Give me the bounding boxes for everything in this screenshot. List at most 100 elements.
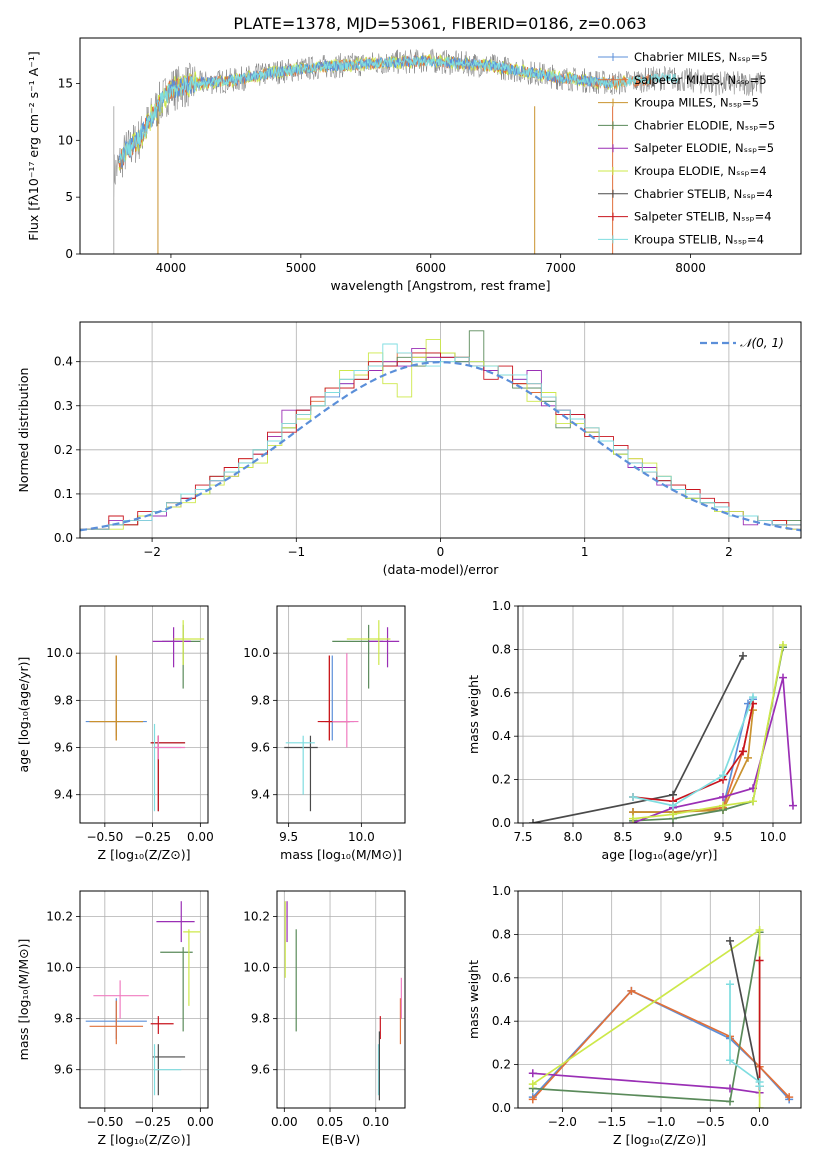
plot-area bbox=[529, 641, 797, 823]
weight-marker bbox=[726, 1084, 735, 1093]
weight-line-chabrier-stelib bbox=[729, 940, 761, 1087]
weight-line-salpeter-elodie bbox=[532, 1072, 760, 1094]
x-tick-label: 0.00 bbox=[187, 1115, 214, 1129]
weight-marker bbox=[739, 651, 747, 660]
weight-marker bbox=[744, 753, 752, 762]
y-tick-label: 0.6 bbox=[492, 686, 511, 700]
weight-line-kroupa-stelib bbox=[729, 984, 761, 1087]
legend-label: Kroupa MILES, Nₛₛₚ=5 bbox=[634, 96, 759, 110]
y-axis-label: mass [log₁₀(M/M⊙)] bbox=[16, 939, 31, 1061]
panel-mass-vs-Z: −0.50 −0.25 0.00 9.6 9.8 10.0 10.2 Z [log₁₀(Z/Z… bbox=[16, 890, 214, 1147]
x-tick-label: 9.0 bbox=[663, 830, 682, 844]
legend-label: Chabrier ELODIE, Nₛₛₚ=5 bbox=[634, 118, 775, 132]
y-axis-label: mass weight bbox=[466, 675, 481, 754]
y-tick-label: 9.8 bbox=[54, 1012, 73, 1026]
weight-marker bbox=[755, 956, 764, 965]
weight-marker bbox=[726, 980, 735, 989]
weight-marker bbox=[528, 1095, 537, 1104]
y-tick-label: 9.6 bbox=[251, 1063, 270, 1077]
y-tick-label: 1.0 bbox=[492, 884, 511, 898]
x-axis-label: E(B-V) bbox=[322, 1132, 361, 1147]
y-tick-label: 9.4 bbox=[54, 788, 73, 802]
panel-mass-weight-vs-Z: −2.0 −1.5 −1.0 −0.5 0.0 0.0 0.2 0.4 0.6 0.8 1.0 Z [… bbox=[466, 884, 802, 1147]
y-tick-label: 0.2 bbox=[492, 1058, 511, 1072]
x-tick-label: 7.5 bbox=[513, 830, 532, 844]
panel-age-vs-mass: 9.5 10.0 9.4 9.6 9.8 10.0 mass [log₁₀(M/M⊙)] bbox=[243, 605, 406, 862]
x-axis-label: Z [log₁₀(Z/Z⊙)] bbox=[613, 1132, 706, 1147]
x-axis-label: mass [log₁₀(M/M⊙)] bbox=[280, 847, 402, 862]
x-tick-label: 0 bbox=[437, 545, 445, 559]
legend: Chabrier MILES, Nₛₛₚ=5 Salpeter MILES, Nₛ… bbox=[598, 50, 775, 246]
legend-label: Chabrier MILES, Nₛₛₚ=5 bbox=[634, 50, 768, 64]
x-tick-label: −1.5 bbox=[597, 1115, 626, 1129]
y-tick-label: 0.4 bbox=[492, 1014, 511, 1028]
plot-area bbox=[284, 901, 402, 1101]
weight-line-salpeter-elodie bbox=[632, 677, 794, 823]
x-tick-label: −2 bbox=[143, 545, 161, 559]
y-axis-label: mass weight bbox=[466, 960, 481, 1039]
legend-label: Salpeter ELODIE, Nₛₛₚ=5 bbox=[634, 141, 774, 155]
y-tick-label: 0.3 bbox=[54, 399, 73, 413]
spectrum-line-salpeter-miles bbox=[118, 54, 652, 169]
panel-residuals: 𝒩(0, 1) −2 −1 0 1 2 0.0 0.1 0.2 0.3 0.4 (data-model… bbox=[16, 321, 802, 577]
y-tick-label: 1.0 bbox=[492, 599, 511, 613]
weight-marker bbox=[789, 801, 797, 810]
spectrum-line-chabrier-miles bbox=[118, 55, 613, 169]
panel-age-vs-Z: −0.50 −0.25 0.00 9.4 9.6 9.8 10.0 Z [log₁₀(Z/Z⊙… bbox=[16, 605, 214, 862]
x-axis-label: Z [log₁₀(Z/Z⊙)] bbox=[98, 1132, 191, 1147]
y-tick-label: 15 bbox=[58, 76, 73, 90]
weight-marker bbox=[719, 792, 727, 801]
weight-marker bbox=[726, 1097, 735, 1106]
y-tick-label: 0.2 bbox=[54, 443, 73, 457]
x-tick-label: 0.0 bbox=[750, 1115, 769, 1129]
y-axis-label: age [log₁₀(age/yr)] bbox=[16, 657, 31, 773]
y-tick-label: 0.8 bbox=[492, 642, 511, 656]
x-tick-label: 1 bbox=[581, 545, 589, 559]
weight-marker bbox=[755, 926, 764, 935]
legend-label: Kroupa ELODIE, Nₛₛₚ=4 bbox=[634, 164, 767, 178]
legend-label: Kroupa STELIB, Nₛₛₚ=4 bbox=[634, 232, 764, 246]
figure-title: PLATE=1378, MJD=53061, FIBERID=0186, z=0… bbox=[233, 14, 646, 33]
weight-marker bbox=[669, 801, 677, 810]
plot-area bbox=[85, 620, 205, 812]
weight-marker bbox=[749, 693, 757, 702]
axes-frame bbox=[79, 890, 209, 1109]
weight-marker bbox=[669, 810, 677, 819]
y-tick-label: 0 bbox=[65, 247, 73, 261]
x-tick-label: −1 bbox=[287, 545, 305, 559]
x-tick-label: −0.25 bbox=[134, 830, 171, 844]
panel-spectrum: 4000 5000 6000 7000 8000 0 5 10 15 wavelength [An… bbox=[26, 37, 802, 293]
weight-marker bbox=[755, 1082, 764, 1091]
x-tick-label: −0.25 bbox=[134, 1115, 171, 1129]
y-tick-label: 10.2 bbox=[46, 910, 73, 924]
x-axis-label: Z [log₁₀(Z/Z⊙)] bbox=[98, 847, 191, 862]
gaussian-curve bbox=[80, 360, 801, 532]
y-tick-label: 0.6 bbox=[492, 971, 511, 985]
weight-marker bbox=[529, 819, 537, 823]
axes-frame bbox=[276, 605, 406, 824]
axes-frame bbox=[517, 890, 802, 1109]
weight-marker bbox=[726, 1056, 735, 1065]
weight-marker bbox=[779, 641, 787, 650]
weight-marker bbox=[755, 1104, 764, 1108]
y-tick-label: 0.1 bbox=[54, 487, 73, 501]
y-tick-label: 0.4 bbox=[492, 729, 511, 743]
y-axis-label: Normed distribution bbox=[16, 368, 31, 493]
y-tick-label: 10.0 bbox=[243, 646, 270, 660]
y-tick-label: 9.6 bbox=[54, 1063, 73, 1077]
spectrum-line-data bbox=[113, 48, 763, 197]
y-tick-label: 0.2 bbox=[492, 773, 511, 787]
x-tick-label: 0.05 bbox=[317, 1115, 344, 1129]
x-tick-label: −0.5 bbox=[696, 1115, 725, 1129]
x-tick-label: 9.5 bbox=[713, 830, 732, 844]
y-tick-label: 9.8 bbox=[251, 693, 270, 707]
x-tick-label: −0.50 bbox=[86, 1115, 123, 1129]
y-tick-label: 0.0 bbox=[492, 1101, 511, 1115]
weight-line-kroupa-elodie bbox=[632, 644, 784, 820]
histogram-kroupa-stelib bbox=[80, 343, 801, 538]
y-tick-label: 9.8 bbox=[54, 693, 73, 707]
x-tick-label: 9.5 bbox=[279, 830, 298, 844]
y-tick-label: 10 bbox=[58, 133, 73, 147]
axes-frame bbox=[517, 605, 802, 824]
